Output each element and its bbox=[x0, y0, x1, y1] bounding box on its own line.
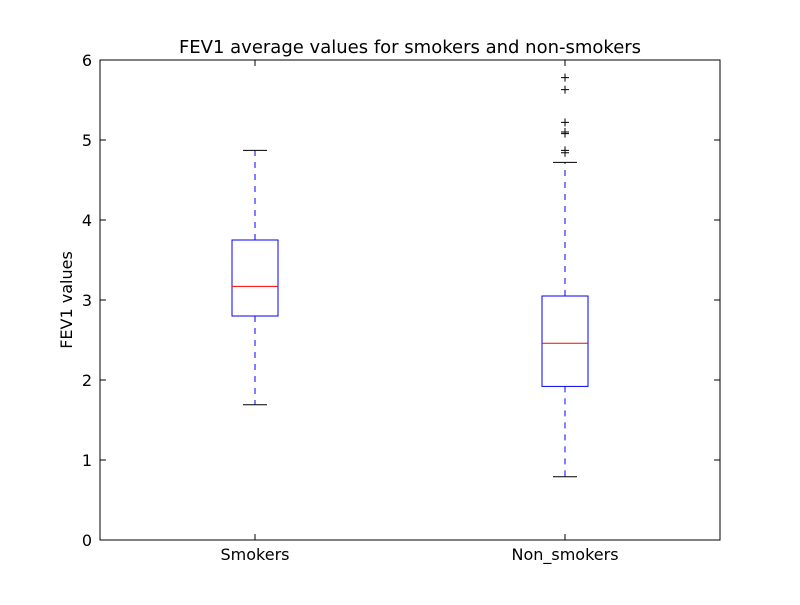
box-non-smokers bbox=[541, 295, 589, 387]
outlier-non-smokers bbox=[561, 146, 569, 155]
plot-area: 0 1 2 3 4 5 6 Smokers Non_smokers bbox=[82, 51, 721, 565]
y-tick-label: 3 bbox=[82, 291, 92, 310]
y-axis-label: FEV1 values bbox=[57, 251, 76, 349]
outlier-non-smokers bbox=[561, 85, 569, 94]
y-tick-label: 4 bbox=[82, 211, 92, 230]
outlier-non-smokers bbox=[561, 128, 569, 136]
y-tick-label: 5 bbox=[82, 131, 92, 150]
x-tick-label: Smokers bbox=[221, 545, 290, 564]
y-tick-label: 6 bbox=[82, 51, 92, 70]
y-tick-label: 2 bbox=[82, 371, 92, 390]
x-tick-label: Non_smokers bbox=[511, 545, 618, 565]
outlier-non-smokers bbox=[561, 118, 569, 127]
chart-title: FEV1 average values for smokers and non-… bbox=[179, 37, 641, 58]
outlier-non-smokers bbox=[561, 73, 569, 82]
y-tick-label: 1 bbox=[82, 451, 92, 470]
y-tick-label: 0 bbox=[82, 531, 92, 550]
box-smokers bbox=[231, 239, 279, 317]
